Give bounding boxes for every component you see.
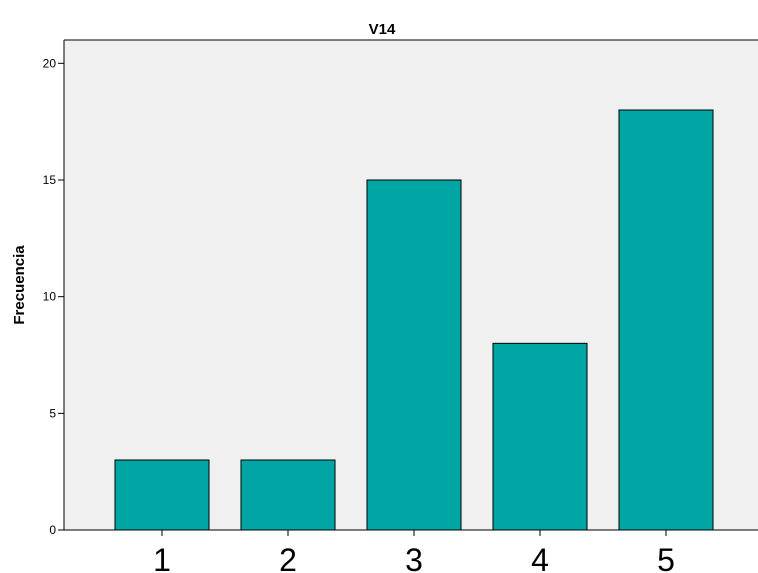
y-axis: 0 5 10 15 20	[43, 39, 758, 537]
x-tick-label: 1	[153, 542, 171, 573]
x-tick-label: 2	[279, 542, 297, 573]
x-tick-label: 5	[657, 542, 675, 573]
x-axis: 1 2 3 4 5	[64, 529, 758, 573]
y-tick-label: 15	[43, 173, 57, 187]
x-tick-label: 4	[531, 542, 549, 573]
y-tick-label: 10	[43, 290, 57, 304]
bar-3	[366, 179, 462, 531]
bar-2	[240, 459, 336, 531]
x-tick-label: 3	[405, 542, 423, 573]
bar-4	[492, 342, 588, 531]
y-axis-label: Frecuencia	[11, 245, 28, 325]
chart-title: V14	[369, 21, 396, 38]
y-tick-label: 20	[43, 56, 57, 70]
y-tick-label: 5	[49, 406, 56, 420]
bar-5	[618, 109, 714, 531]
bar-1	[114, 459, 210, 531]
bars-group	[114, 109, 714, 531]
y-tick-label: 0	[49, 523, 56, 537]
